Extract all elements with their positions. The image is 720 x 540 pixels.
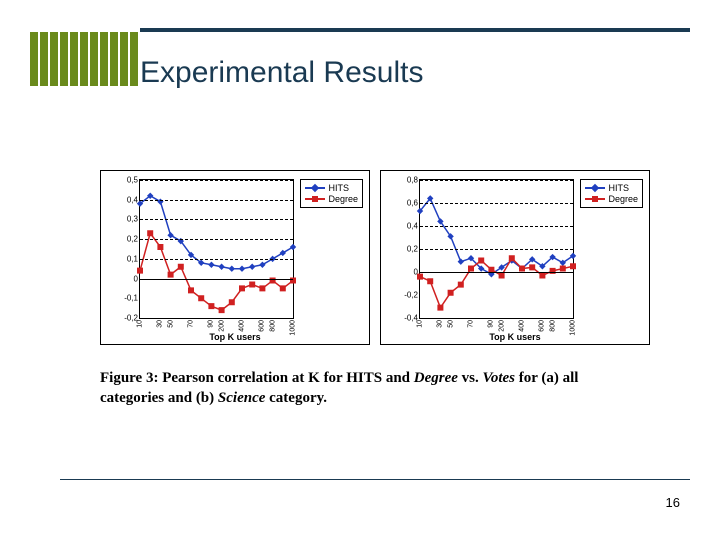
chart-b-xlabel: Top K users	[489, 332, 540, 342]
legend-degree-row: Degree	[305, 194, 358, 204]
chart-b-plot: -0,4-0,200,20,40,60,81030507090200400600…	[419, 179, 574, 319]
diamond-icon	[585, 187, 605, 189]
chart-a-plot: -0,2-0,100,10,20,30,40,51030507090200400…	[139, 179, 294, 319]
chart-a-legend: HITS Degree	[300, 179, 363, 208]
chart-a-xlabel: Top K users	[209, 332, 260, 342]
legend-hits-label: HITS	[328, 183, 349, 193]
caption-mid1: and	[382, 370, 414, 386]
chart-a: Pearson correlation at K -0,2-0,100,10,2…	[100, 170, 370, 345]
caption-science: Science	[218, 390, 265, 406]
charts-row: Pearson correlation at K -0,2-0,100,10,2…	[100, 170, 650, 345]
slide-title: Experimental Results	[140, 56, 423, 90]
chart-b: Pearson correlation at K -0,4-0,200,20,4…	[380, 170, 650, 345]
caption-hits: HITS	[346, 370, 382, 386]
legend-hits-row: HITS	[585, 183, 638, 193]
bottom-rule	[60, 479, 690, 481]
caption-votes: Votes	[483, 370, 516, 386]
decor-bars	[30, 32, 138, 86]
legend-degree-row: Degree	[585, 194, 638, 204]
chart-b-legend: HITS Degree	[580, 179, 643, 208]
caption-degree: Degree	[414, 370, 458, 386]
page-number: 16	[666, 495, 680, 510]
top-rule	[140, 28, 690, 32]
diamond-icon	[305, 187, 325, 189]
caption-lead: Figure 3: Pearson correlation at K for	[100, 370, 346, 386]
legend-hits-label: HITS	[608, 183, 629, 193]
caption-tail: category.	[265, 390, 327, 406]
square-icon	[305, 198, 325, 200]
figure-caption: Figure 3: Pearson correlation at K for H…	[100, 368, 640, 409]
legend-degree-label: Degree	[328, 194, 358, 204]
legend-degree-label: Degree	[608, 194, 638, 204]
caption-mid2: vs.	[458, 370, 483, 386]
square-icon	[585, 198, 605, 200]
legend-hits-row: HITS	[305, 183, 358, 193]
